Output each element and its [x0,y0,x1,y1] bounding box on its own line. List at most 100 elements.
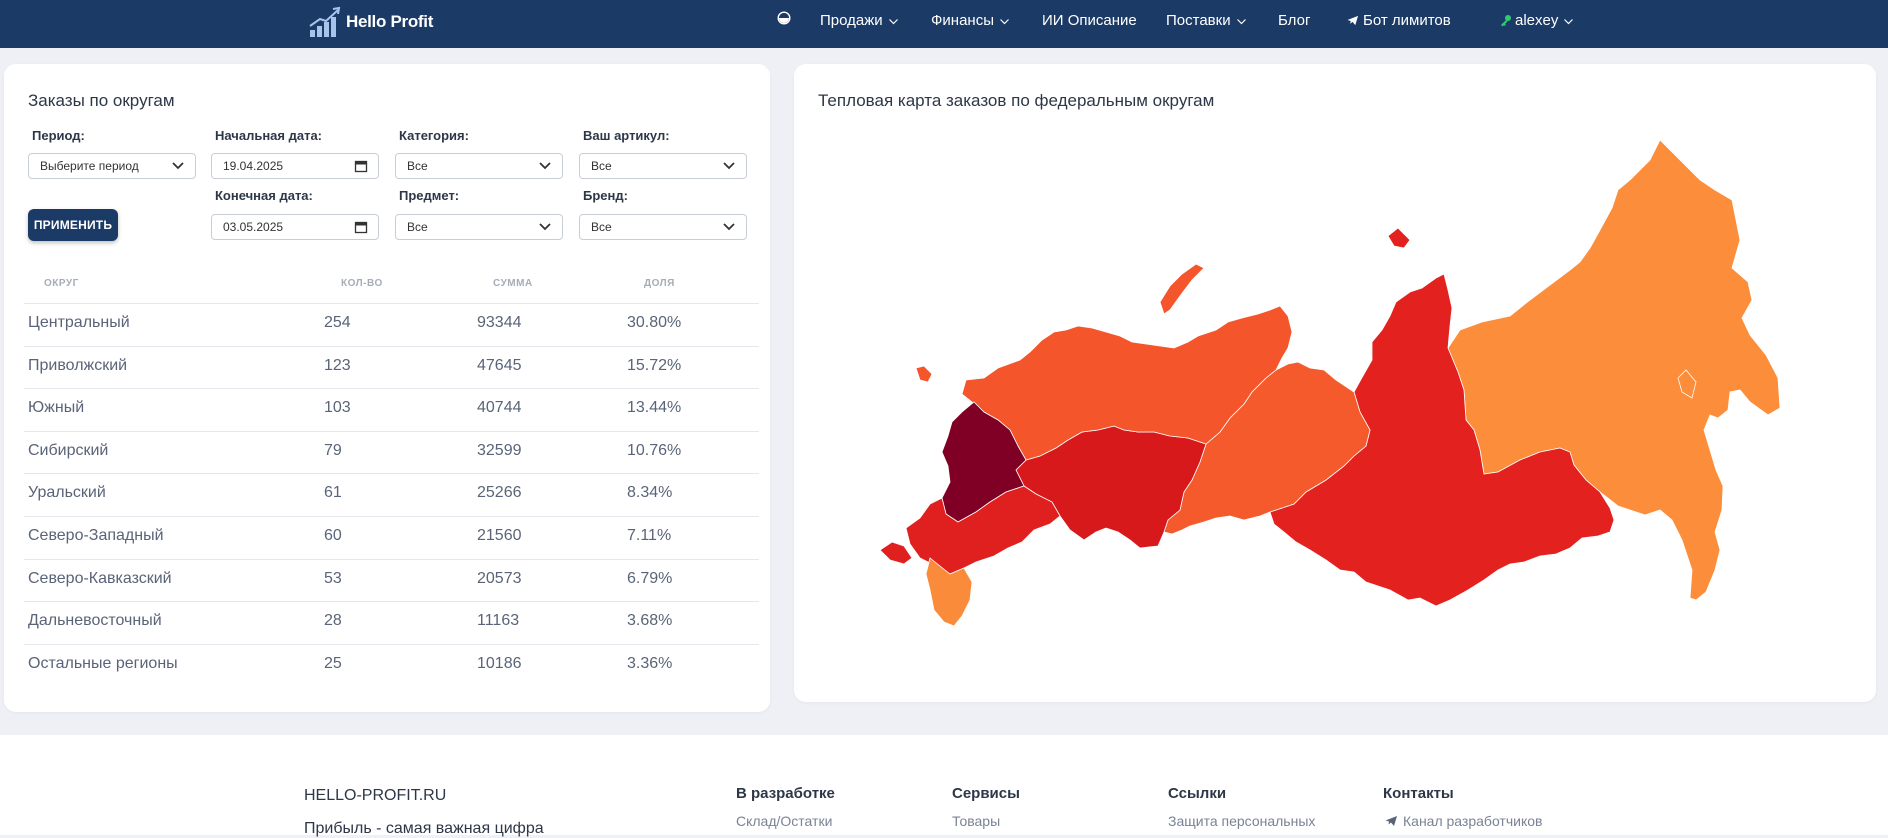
cell-count: 28 [324,612,342,630]
nav-item-label: Бот лимитов [1363,12,1451,29]
cell-district: Остальные регионы [28,654,178,672]
chevron-down-icon [888,18,898,24]
cell-share: 3.68% [627,612,673,630]
nav-item-4[interactable]: Поставки [1166,0,1247,42]
footer-link[interactable]: Товары [952,813,1001,829]
period-select[interactable]: Выберите период [28,153,196,179]
island-novaya-zemlya[interactable] [1159,263,1205,315]
cell-share: 15.72% [627,356,682,374]
cell-count: 254 [324,314,351,331]
cell-sum: 40744 [477,399,522,417]
chevron-down-icon [539,162,551,170]
category-select-value: Все [407,159,428,173]
cell-sum: 20573 [477,569,522,587]
row-divider [24,345,759,347]
cell-share: 3.36% [627,654,673,672]
telegram-icon [1347,15,1359,26]
cell-share: 6.79% [627,569,673,587]
region-northwest[interactable] [961,305,1293,461]
region-siberian[interactable] [1269,273,1615,607]
cell-count: 61 [324,484,342,502]
card-title: Заказы по округам [28,91,175,110]
row-divider [24,473,759,475]
footer-link[interactable]: Защита персональных [1168,813,1316,829]
row-divider [24,430,759,432]
cell-share: 13.44% [627,399,682,417]
brand-select[interactable]: Все [579,214,747,240]
calendar-icon [354,160,368,173]
subject-label: Предмет: [399,188,460,203]
footer [0,735,1888,835]
chevron-down-icon [1000,18,1009,24]
key-icon [1501,15,1511,27]
nav-item-1[interactable]: Продажи [820,0,899,42]
brand-name: Hello Profit [346,12,434,31]
chevron-down-icon [723,223,735,231]
chevron-down-icon [1564,18,1574,24]
bar-chart-logo-icon [309,6,341,37]
start-date-label: Начальная дата: [215,128,323,143]
footer-link[interactable]: Склад/Остатки [736,813,833,829]
article-select[interactable]: Все [579,153,747,179]
column-header-count: КОЛ-ВО [341,278,383,289]
row-divider [24,303,759,304]
region-north-caucasus[interactable] [925,557,973,627]
article-label: Ваш артикул: [583,128,670,143]
cell-sum: 11163 [477,612,520,630]
end-date-label: Конечная дата: [215,188,313,203]
island-kaliningrad[interactable] [915,365,933,383]
footer-column-title: В разработке [736,785,835,802]
row-divider [24,388,759,390]
column-header-sum: СУММА [493,278,533,289]
top-navbar: Hello Profit Продажи Финансы ИИ Описание По… [0,0,1888,48]
footer-column-title: Контакты [1383,785,1454,802]
chevron-down-icon [539,223,551,231]
nav-item-label: ИИ Описание [1042,12,1137,29]
cell-count: 103 [324,399,351,417]
row-divider [24,643,759,645]
chevron-down-icon [1236,18,1246,24]
brand-select-value: Все [591,220,612,234]
apply-button[interactable]: ПРИМЕНИТЬ [28,209,118,241]
end-date-value: 03.05.2025 [223,220,284,234]
region-south[interactable] [905,485,1061,575]
nav-item-3[interactable]: ИИ Описание [1042,0,1137,42]
period-select-value: Выберите период [40,159,139,173]
footer-brand: HELLO-PROFIT.RU [304,787,447,804]
row-divider [24,516,759,517]
footer-column-title: Сервисы [952,785,1020,802]
category-select[interactable]: Все [395,153,563,179]
russia-heatmap [870,130,1870,690]
footer-link-with-icon[interactable]: Канал разработчиков [1385,813,1542,829]
brand-label: Бренд: [583,188,628,203]
cell-count: 79 [324,441,342,459]
island-severnaya-zemlya[interactable] [1387,227,1411,249]
island-sakhalin[interactable] [1677,369,1697,399]
nav-item-6[interactable]: Бот лимитов [1347,0,1451,42]
cell-count: 53 [324,569,342,587]
end-date-input[interactable]: 03.05.2025 [211,214,379,240]
cell-share: 30.80% [627,314,682,331]
nav-item-label: Финансы [931,12,994,29]
cell-sum: 25266 [477,484,522,502]
nav-item-label: Блог [1278,12,1311,29]
nav-item-label: Продажи [820,12,883,29]
cell-district: Дальневосточный [28,612,162,630]
chevron-down-icon [723,162,735,170]
cell-sum: 10186 [477,654,522,672]
brand-logo[interactable]: Hello Profit [308,6,433,38]
nav-item-label: alexey [1515,12,1559,29]
footer-link-label: Канал разработчиков [1403,813,1543,829]
nav-item-7[interactable]: alexey [1500,0,1574,42]
nav-item-5[interactable]: Блог [1278,0,1310,42]
cell-district: Приволжский [28,356,128,374]
subject-select[interactable]: Все [395,214,563,240]
region-crimea[interactable] [879,541,913,565]
cell-count: 25 [324,654,342,672]
start-date-input[interactable]: 19.04.2025 [211,153,379,179]
subject-select-value: Все [407,220,428,234]
nav-item-0[interactable] [777,0,791,42]
telegram-icon [1385,816,1397,826]
nav-item-2[interactable]: Финансы [931,0,1010,42]
cell-count: 60 [324,527,342,544]
